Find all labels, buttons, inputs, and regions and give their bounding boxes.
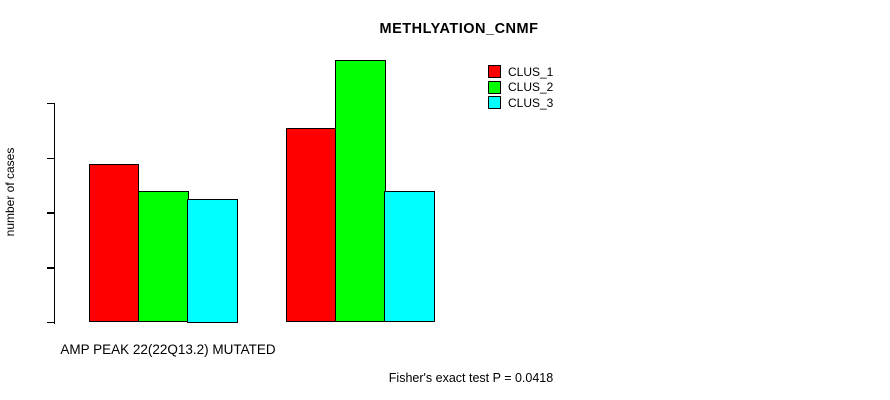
legend-label: CLUS_1 bbox=[508, 64, 554, 79]
bar-clus_3-group2 bbox=[384, 191, 436, 323]
footnote-pvalue: Fisher's exact test P = 0.0418 bbox=[388, 371, 554, 385]
y-tick bbox=[46, 321, 54, 324]
y-tick bbox=[46, 212, 54, 214]
legend-swatch-clus_3 bbox=[488, 96, 501, 110]
legend-row-clus_3: CLUS_3 bbox=[488, 95, 553, 111]
legend-label: CLUS_2 bbox=[508, 80, 554, 95]
bar-clus_3-group1 bbox=[187, 199, 238, 323]
y-axis-line bbox=[53, 103, 55, 324]
bar-clus_1-group1 bbox=[88, 163, 140, 323]
legend-row-clus_2: CLUS_2 bbox=[488, 80, 553, 96]
chart-title: METHLYATION_CNMF bbox=[379, 21, 539, 37]
y-tick bbox=[46, 102, 54, 105]
legend-swatch-clus_1 bbox=[488, 65, 501, 79]
bar-clus_1-group2 bbox=[285, 128, 337, 323]
legend: CLUS_1 CLUS_2 CLUS_3 bbox=[488, 64, 553, 111]
bar-clus_2-group1 bbox=[137, 191, 189, 323]
bar-clus_2-group2 bbox=[335, 59, 386, 323]
x-axis-label: AMP PEAK 22(22Q13.2) MUTATED bbox=[60, 342, 276, 357]
legend-label: CLUS_3 bbox=[508, 95, 554, 110]
legend-swatch-clus_2 bbox=[488, 80, 501, 94]
legend-row-clus_1: CLUS_1 bbox=[488, 64, 553, 80]
y-tick bbox=[46, 157, 54, 159]
y-tick bbox=[46, 267, 54, 269]
